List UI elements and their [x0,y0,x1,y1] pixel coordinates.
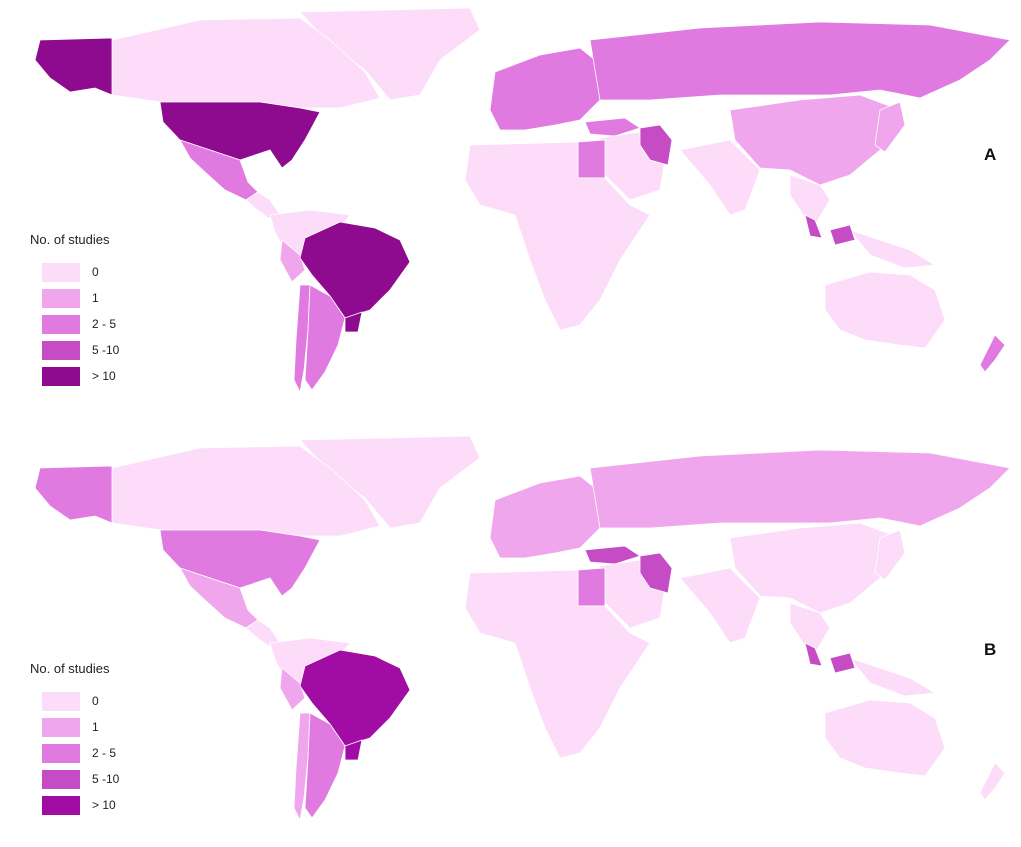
legend-item: 2 - 5 [30,740,119,766]
region-brazil [299,221,411,319]
legend-item: 0 [30,259,119,285]
legend-item: 5 -10 [30,337,119,363]
map-panel-b: No. of studies 0 1 2 - 5 5 -10 > 10 B [0,428,1021,847]
legend-swatch [42,340,80,360]
region-iran [639,124,673,166]
legend-item: 5 -10 [30,766,119,792]
legend-swatch [42,795,80,815]
legend-label: 2 - 5 [92,746,117,760]
region-russia [589,21,1011,101]
region-usa [159,529,321,597]
legend-item: 1 [30,285,119,311]
legend-item: > 10 [30,363,119,389]
region-argentina [304,284,346,391]
legend-swatch [42,288,80,308]
panel-label: A [984,145,997,164]
legend-swatch [42,769,80,789]
region-brazil [299,649,411,747]
region-uruguay [344,739,363,761]
region-uruguay [344,311,363,333]
legend-title: No. of studies [30,661,110,676]
region-japan [874,529,906,581]
legend-label: 2 - 5 [92,317,117,331]
region-iran [639,552,673,594]
region-australia [824,699,946,777]
region-argentina [304,712,346,819]
region-china [729,94,901,186]
legend: No. of studies 0 1 2 - 5 5 -10 > 10 [30,661,119,818]
region-japan [874,101,906,153]
region-usa [159,101,321,169]
region-peru [279,239,306,283]
legend-swatch [42,691,80,711]
legend-swatch [42,262,80,282]
legend-swatch [42,366,80,386]
region-europe [489,47,601,131]
legend-label: 1 [92,720,99,734]
region-alaska [34,37,113,96]
map-panel-a: No. of studies 0 1 2 - 5 5 -10 > 10 A [0,0,1021,418]
legend-item: 0 [30,688,119,714]
region-alaska [34,465,113,524]
region-australia [824,271,946,349]
region-new-zealand [979,762,1006,801]
legend: No. of studies 0 1 2 - 5 5 -10 > 10 [30,232,119,389]
legend-title: No. of studies [30,232,110,247]
legend-item: > 10 [30,792,119,818]
region-peru [279,667,306,711]
region-russia [589,449,1011,529]
region-africa [464,141,651,331]
legend-swatch [42,743,80,763]
legend-item: 2 - 5 [30,311,119,337]
legend-label: 5 -10 [92,772,120,786]
region-egypt [577,139,606,179]
region-india [679,567,761,644]
region-turkey [584,117,641,137]
legend-swatch [42,314,80,334]
region-malaysia [804,214,856,246]
world-map-a [34,7,1011,394]
region-europe [489,475,601,559]
legend-label: > 10 [92,798,116,812]
legend-label: 1 [92,291,99,305]
legend-label: > 10 [92,369,116,383]
legend-label: 0 [92,694,99,708]
legend-swatch [42,717,80,737]
region-china [729,522,901,614]
legend-label: 5 -10 [92,343,120,357]
region-malaysia [804,642,856,674]
region-turkey [584,545,641,565]
panel-label: B [984,640,997,659]
region-india [679,139,761,216]
region-new-zealand [979,334,1006,373]
legend-item: 1 [30,714,119,740]
region-egypt [577,567,606,607]
legend-label: 0 [92,265,99,279]
region-africa [464,569,651,759]
world-map-b [34,435,1011,822]
